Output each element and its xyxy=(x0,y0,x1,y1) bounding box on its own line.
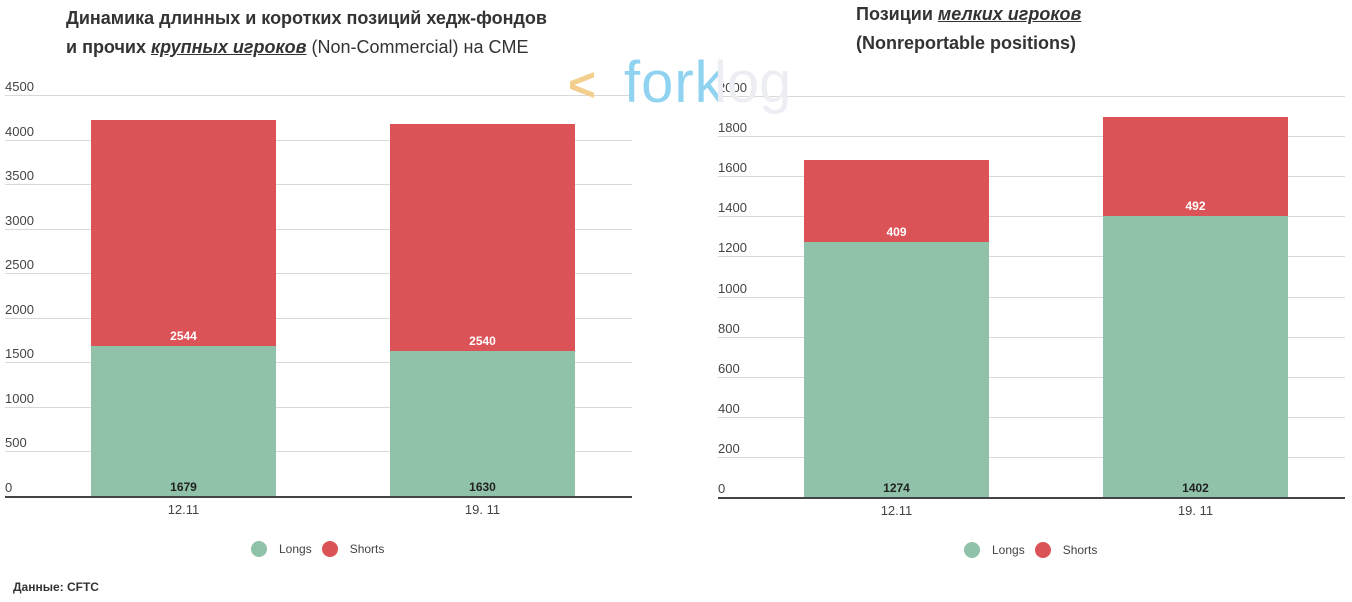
right-chart-title: Позиции мелких игроков (Nonreportable po… xyxy=(856,0,1081,58)
bar-segment-shorts[interactable]: 2544 xyxy=(91,119,276,347)
legend-item-shorts[interactable]: Shorts xyxy=(1034,542,1097,558)
right-title-line2: (Nonreportable positions) xyxy=(856,33,1076,53)
shorts-swatch-icon xyxy=(1034,542,1051,558)
bar-segment-longs[interactable]: 1402 xyxy=(1103,215,1288,497)
y-axis-tick-label: 600 xyxy=(718,361,740,376)
data-label: 409 xyxy=(886,224,907,239)
bar-segment-shorts[interactable]: 492 xyxy=(1103,117,1288,216)
gridline xyxy=(718,136,1345,137)
gridline xyxy=(5,273,632,274)
y-axis-tick-label: 2000 xyxy=(5,302,34,317)
gridline xyxy=(5,95,632,96)
legend-item-shorts[interactable]: Shorts xyxy=(321,541,384,557)
left-chart-title: Динамика длинных и коротких позиций хедж… xyxy=(66,4,547,62)
longs-swatch-icon xyxy=(964,542,980,558)
gridline xyxy=(5,229,632,230)
legend-item-longs[interactable]: Longs xyxy=(251,541,312,557)
gridline xyxy=(718,457,1345,458)
gridline xyxy=(718,176,1345,177)
y-axis-tick-label: 500 xyxy=(5,435,27,450)
y-axis-tick-label: 200 xyxy=(718,441,740,456)
longs-swatch-icon xyxy=(251,541,267,557)
x-axis-baseline xyxy=(718,497,1345,499)
left-title-emphasis: крупных игроков xyxy=(151,37,307,57)
gridline xyxy=(5,140,632,141)
left-stacked-bar-chart: 0 500 1000 1500 2000 2500 3000 3500 4000 4500 1679… xyxy=(5,79,632,517)
y-axis-tick-label: 1500 xyxy=(5,346,34,361)
data-label: 1402 xyxy=(1182,480,1209,495)
left-title-line1: Динамика длинных и коротких позиций хедж… xyxy=(66,8,547,28)
y-axis-tick-label: 3500 xyxy=(5,168,34,183)
gridline xyxy=(718,256,1345,257)
x-axis-tick-label: 19. 11 xyxy=(1177,503,1214,518)
gridline xyxy=(718,377,1345,378)
y-axis-tick-label: 1000 xyxy=(718,281,747,296)
y-axis-tick-label: 800 xyxy=(718,321,740,336)
bar-segment-longs[interactable]: 1274 xyxy=(804,241,989,497)
left-legend: Longs Shorts xyxy=(251,541,394,557)
gridline xyxy=(718,96,1345,97)
right-title-line1: Позиции мелких игроков xyxy=(856,4,1082,24)
y-axis-tick-label: 2000 xyxy=(718,80,747,95)
y-axis-tick-label: 1800 xyxy=(718,120,747,135)
y-axis-tick-label: 4000 xyxy=(5,124,34,139)
gridline xyxy=(5,184,632,185)
y-axis-tick-label: 1400 xyxy=(718,200,747,215)
gridline xyxy=(718,216,1345,217)
gridline xyxy=(718,417,1345,418)
gridline xyxy=(5,407,632,408)
y-axis-tick-label: 1200 xyxy=(718,240,747,255)
bar-segment-longs[interactable]: 1679 xyxy=(91,346,276,496)
y-axis-tick-label: 4500 xyxy=(5,79,34,94)
bar-segment-shorts[interactable]: 409 xyxy=(804,159,989,242)
shorts-swatch-icon xyxy=(321,541,338,557)
data-source: Данные: CFTC xyxy=(13,580,99,594)
bar-segment-longs[interactable]: 1630 xyxy=(390,350,575,496)
gridline xyxy=(718,337,1345,338)
bar-segment-shorts[interactable]: 2540 xyxy=(390,124,575,351)
y-axis-tick-label: 1000 xyxy=(5,391,34,406)
x-axis-tick-label: 12.11 xyxy=(167,502,200,517)
gridline xyxy=(5,451,632,452)
gridline xyxy=(718,297,1345,298)
gridline xyxy=(5,362,632,363)
y-axis-tick-label: 2500 xyxy=(5,257,34,272)
y-axis-tick-label: 0 xyxy=(718,481,726,496)
y-axis-tick-label: 1600 xyxy=(718,160,747,175)
data-label: 1679 xyxy=(170,479,197,494)
right-legend: Longs Shorts xyxy=(964,542,1107,558)
legend-item-longs[interactable]: Longs xyxy=(964,542,1025,558)
x-axis-tick-label: 12.11 xyxy=(880,503,913,518)
x-axis-tick-label: 19. 11 xyxy=(464,502,501,517)
data-label: 492 xyxy=(1185,198,1206,213)
gridline xyxy=(5,318,632,319)
y-axis-tick-label: 0 xyxy=(5,480,13,495)
y-axis-tick-label: 400 xyxy=(718,401,740,416)
data-label: 2540 xyxy=(469,333,496,348)
y-axis-tick-label: 3000 xyxy=(5,213,34,228)
data-label: 1630 xyxy=(469,479,496,494)
data-label: 2544 xyxy=(170,329,197,344)
data-label: 1274 xyxy=(883,480,910,495)
left-title-line2: и прочих крупных игроков (Non-Commercial… xyxy=(66,37,529,57)
right-title-emphasis: мелких игроков xyxy=(937,4,1082,24)
x-axis-baseline xyxy=(5,496,632,498)
